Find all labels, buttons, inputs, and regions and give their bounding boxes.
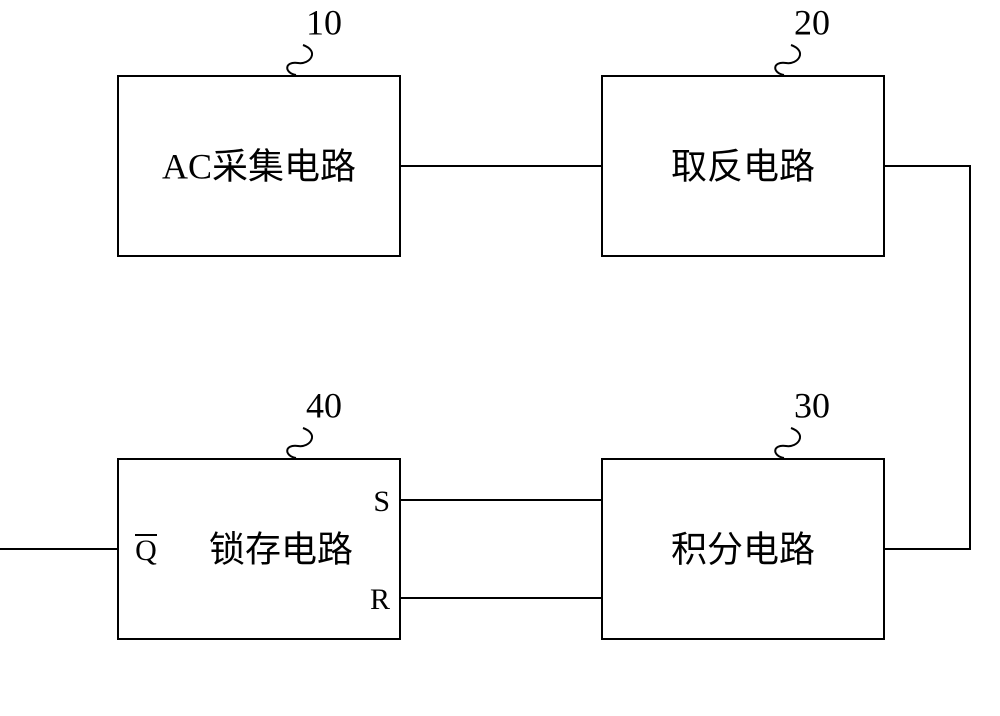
connector <box>884 166 970 549</box>
port-label-r: R <box>370 583 390 616</box>
block-label: AC采集电路 <box>162 146 356 186</box>
block-n30: 积分电路 30 <box>602 385 884 639</box>
block-label: 积分电路 <box>671 529 815 569</box>
block-ref-number: 30 <box>794 385 830 425</box>
block-diagram: AC采集电路 10 取反电路 20 锁存电路 40 积分电路 30 Q S R <box>0 0 1000 716</box>
block-ref-number: 40 <box>306 385 342 425</box>
block-n20: 取反电路 20 <box>602 2 884 256</box>
lead-line-curl <box>287 428 312 458</box>
block-label: 锁存电路 <box>209 529 353 569</box>
port-label-q: Q <box>135 534 157 567</box>
block-label: 取反电路 <box>671 146 815 186</box>
block-ref-number: 20 <box>794 2 830 42</box>
port-label-s: S <box>373 485 390 518</box>
block-n10: AC采集电路 10 <box>118 2 400 256</box>
lead-line-curl <box>287 45 312 75</box>
lead-line-curl <box>775 45 800 75</box>
block-n40: 锁存电路 40 <box>118 385 400 639</box>
block-ref-number: 10 <box>306 2 342 42</box>
lead-line-curl <box>775 428 800 458</box>
